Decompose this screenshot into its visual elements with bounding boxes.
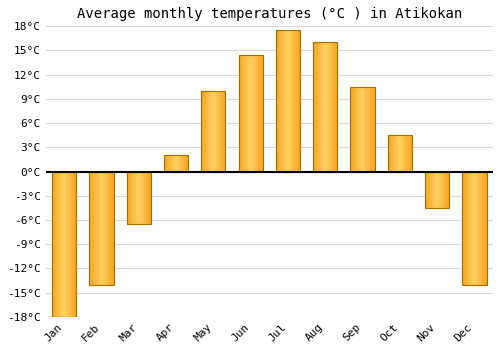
Bar bbox=[164, 155, 188, 172]
Bar bbox=[313, 42, 338, 172]
Bar bbox=[425, 172, 449, 208]
Title: Average monthly temperatures (°C ) in Atikokan: Average monthly temperatures (°C ) in At… bbox=[76, 7, 462, 21]
Bar bbox=[90, 172, 114, 285]
Bar bbox=[52, 172, 76, 317]
Bar bbox=[388, 135, 412, 172]
Bar bbox=[126, 172, 151, 224]
Bar bbox=[276, 30, 300, 172]
Bar bbox=[462, 172, 486, 285]
Bar bbox=[350, 87, 374, 172]
Bar bbox=[201, 91, 226, 172]
Bar bbox=[238, 55, 263, 172]
